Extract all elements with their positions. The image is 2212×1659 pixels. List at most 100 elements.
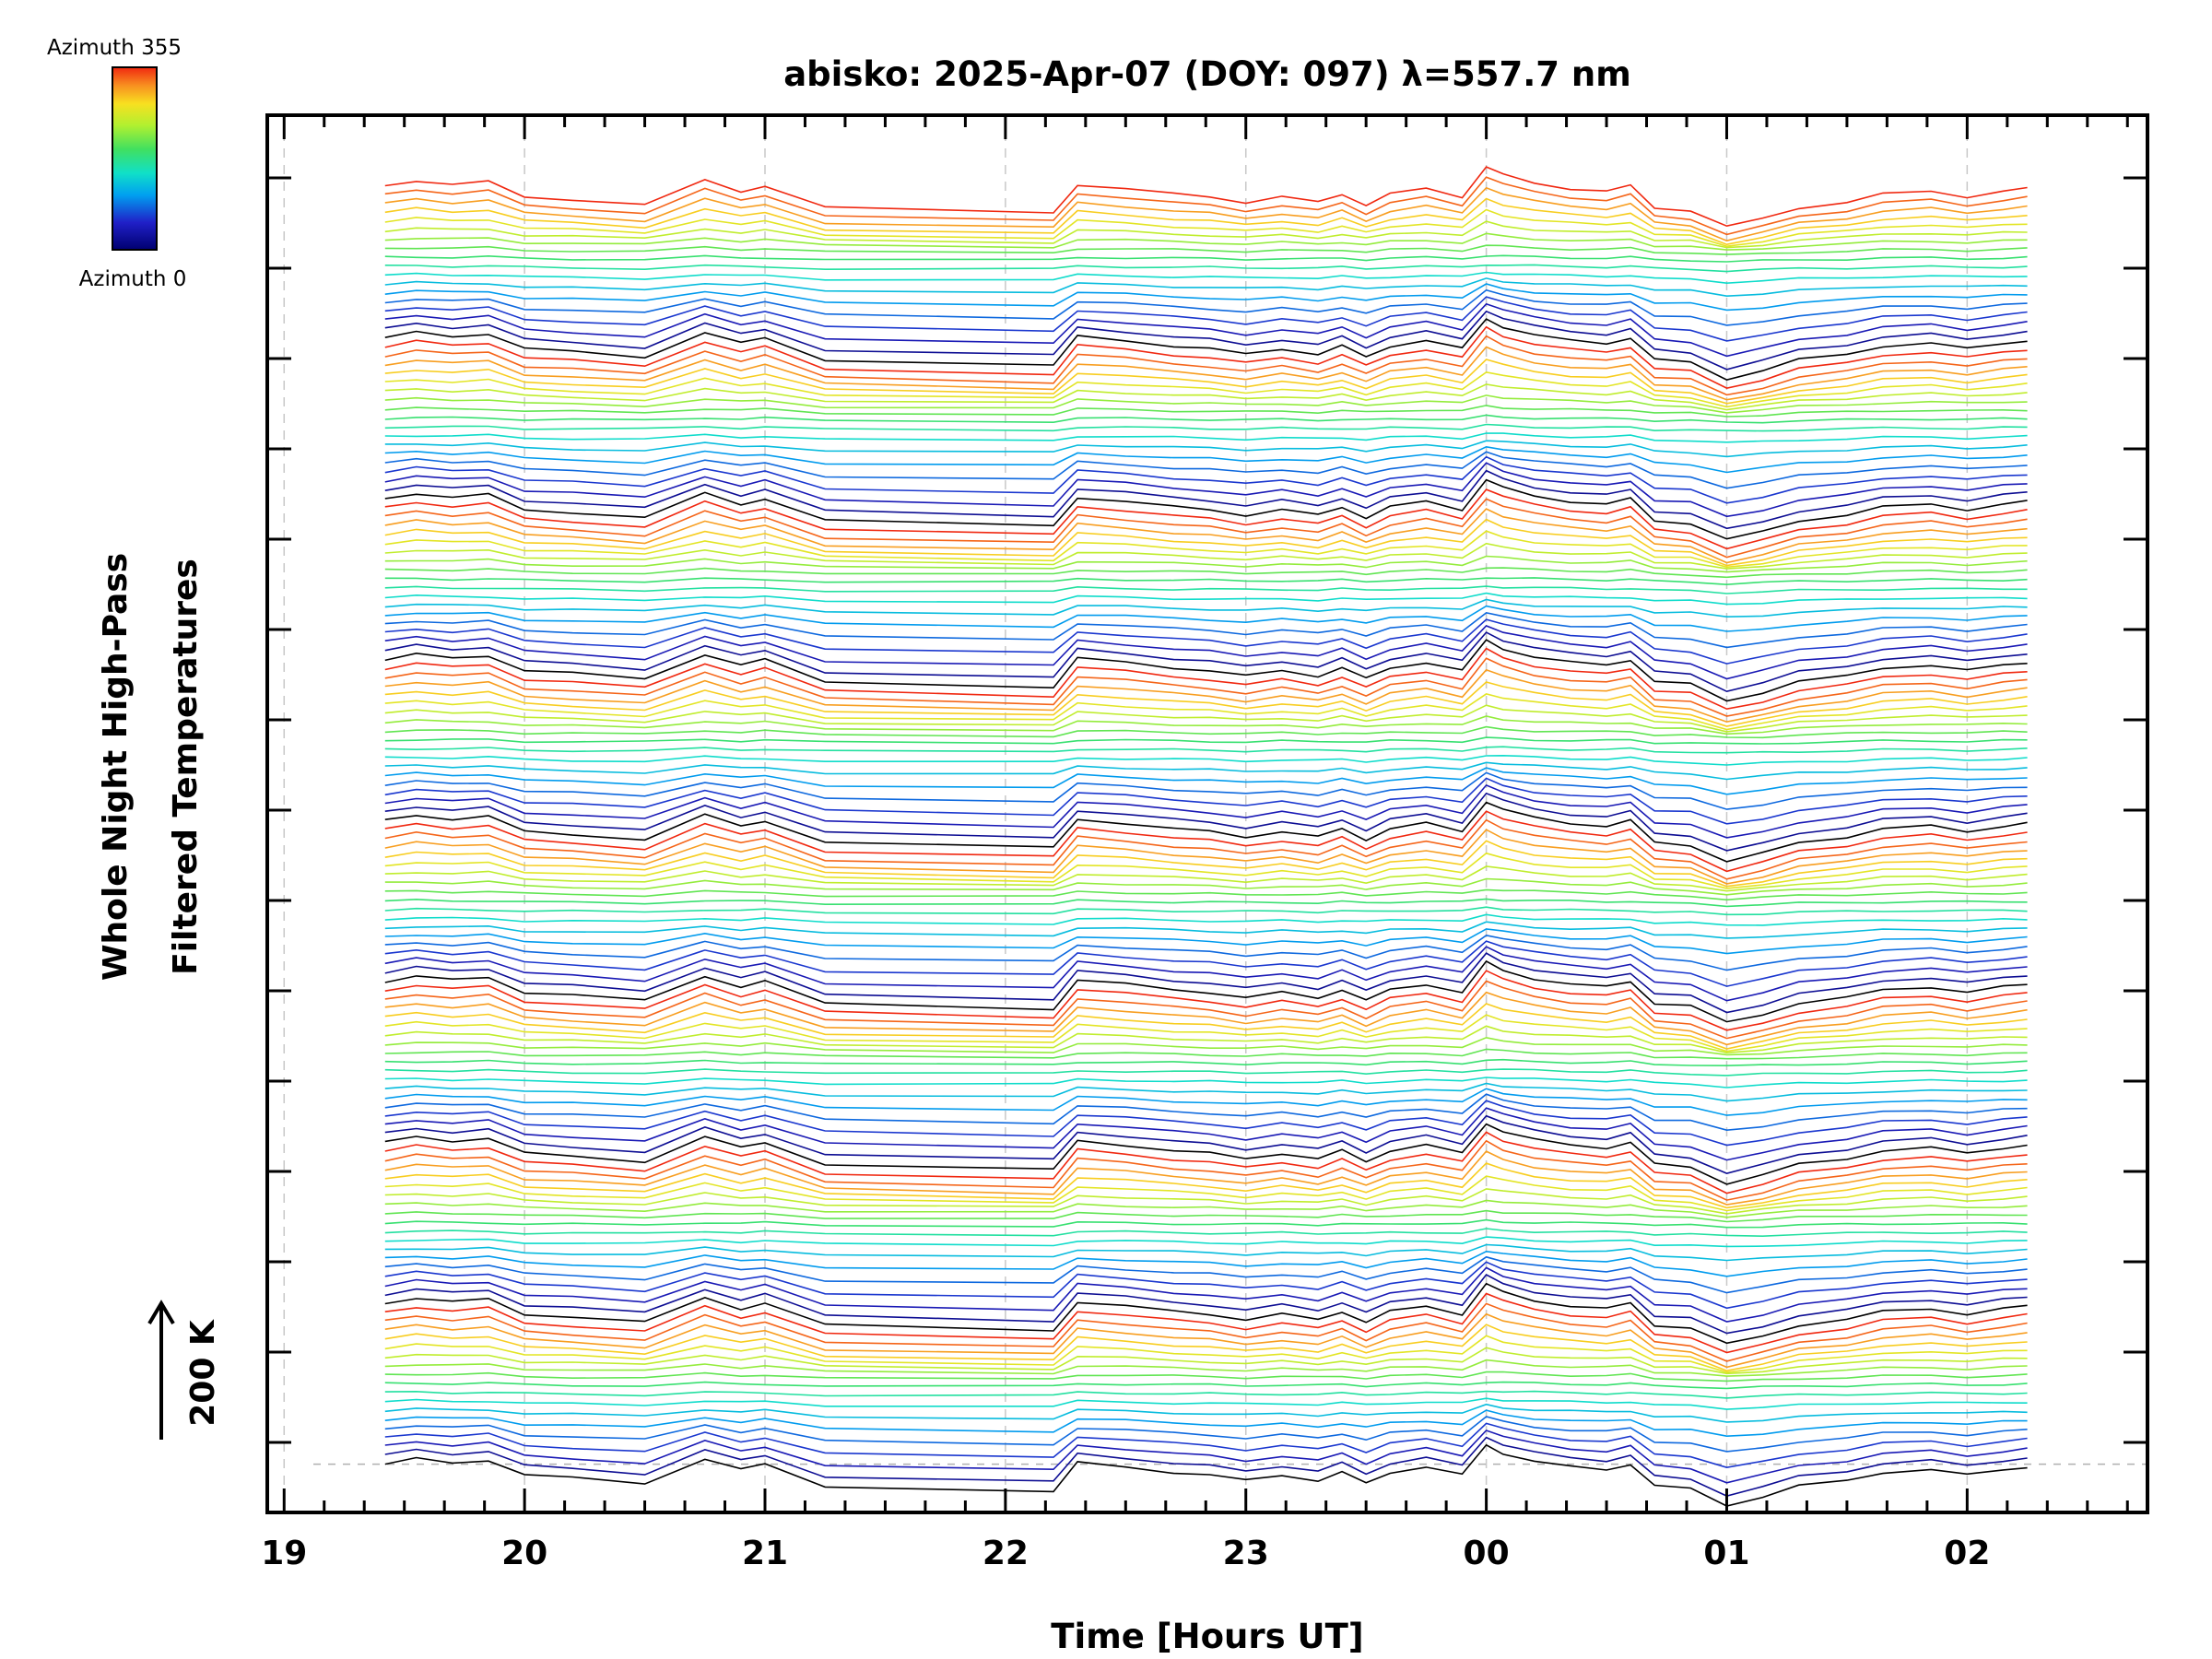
series-line bbox=[384, 1390, 2028, 1399]
series-line bbox=[384, 530, 2028, 569]
series-line bbox=[384, 906, 2028, 916]
x-tick-label: 22 bbox=[982, 1535, 1029, 1572]
series-line bbox=[384, 1236, 2028, 1248]
series-line bbox=[384, 1188, 2028, 1215]
series-line bbox=[384, 1292, 2028, 1354]
series-line bbox=[384, 1347, 2028, 1375]
series-line bbox=[384, 898, 2028, 908]
series-line bbox=[384, 810, 2028, 873]
series-line bbox=[384, 1273, 2028, 1335]
series-line bbox=[384, 1409, 2028, 1438]
series-line bbox=[384, 1003, 2028, 1050]
series-line bbox=[384, 935, 2028, 971]
series-line bbox=[384, 1371, 2028, 1382]
series-line bbox=[384, 254, 2028, 263]
x-axis-title: Time [Hours UT] bbox=[1051, 1617, 1363, 1656]
series-line bbox=[384, 704, 2028, 733]
series-line bbox=[384, 394, 2028, 414]
scale-bar: 200 K bbox=[147, 1300, 222, 1440]
series-line bbox=[384, 761, 2028, 781]
series-line bbox=[384, 681, 2028, 727]
series-line bbox=[384, 1430, 2028, 1484]
series-line bbox=[384, 1162, 2028, 1209]
series-line bbox=[384, 1107, 2028, 1161]
series-line bbox=[384, 1150, 2028, 1206]
series-line bbox=[384, 567, 2028, 579]
colorbar-top-label: Azimuth 355 bbox=[47, 36, 182, 60]
series-line bbox=[384, 1443, 2028, 1507]
series-line bbox=[384, 952, 2028, 1014]
scale-bar-arrowhead bbox=[147, 1300, 175, 1325]
series-line bbox=[384, 508, 2028, 564]
series-line bbox=[384, 335, 2028, 396]
series-line bbox=[384, 1228, 2028, 1238]
series-line bbox=[384, 542, 2028, 570]
series-line bbox=[384, 1175, 2028, 1212]
y-axis-label-line-1: Whole Night High-Pass bbox=[97, 553, 135, 981]
series-line bbox=[384, 1077, 2028, 1088]
series-line bbox=[384, 1036, 2028, 1056]
series-line bbox=[384, 423, 2028, 432]
series-line bbox=[384, 455, 2028, 504]
series-line bbox=[384, 176, 2028, 236]
series-line bbox=[384, 668, 2028, 724]
series-line bbox=[384, 818, 2028, 880]
series-line bbox=[384, 1302, 2028, 1362]
series-line bbox=[384, 1114, 2028, 1174]
series-line bbox=[384, 1422, 2028, 1469]
series-line bbox=[384, 888, 2028, 901]
series-line bbox=[384, 1139, 2028, 1201]
series-line bbox=[384, 310, 2028, 371]
series-line bbox=[384, 318, 2028, 381]
series-line bbox=[384, 592, 2028, 606]
series-line bbox=[384, 1209, 2028, 1223]
x-tick-label: 01 bbox=[1703, 1535, 1749, 1572]
x-tick-label: 21 bbox=[742, 1535, 788, 1572]
series-line bbox=[384, 1218, 2028, 1229]
series-line bbox=[384, 277, 2028, 298]
series-line bbox=[384, 1403, 2028, 1423]
x-tick-label: 19 bbox=[261, 1535, 307, 1572]
series-line bbox=[384, 921, 2028, 939]
series-line bbox=[384, 618, 2028, 665]
series-line bbox=[384, 605, 2028, 632]
y-axis-label: Whole Night High-Pass Filtered Temperatu… bbox=[97, 553, 205, 981]
series-line bbox=[384, 405, 2028, 418]
series-line bbox=[384, 283, 2028, 312]
series-line bbox=[384, 771, 2028, 810]
series-line bbox=[384, 296, 2028, 342]
series-line bbox=[384, 852, 2028, 889]
series-line bbox=[384, 359, 2028, 405]
series-line bbox=[384, 346, 2028, 401]
series-line bbox=[384, 928, 2028, 955]
series-line bbox=[384, 1123, 2028, 1185]
series-line bbox=[384, 1058, 2028, 1067]
series-line bbox=[384, 383, 2028, 411]
colorbar-gradient bbox=[112, 66, 158, 251]
series-line bbox=[384, 244, 2028, 255]
series-line bbox=[384, 1381, 2028, 1390]
series-line bbox=[384, 555, 2028, 573]
series-line bbox=[384, 612, 2028, 649]
series-line bbox=[384, 208, 2028, 248]
series-line bbox=[384, 865, 2028, 892]
series-line bbox=[384, 197, 2028, 246]
series-line bbox=[384, 1014, 2028, 1053]
x-tick-label: 02 bbox=[1944, 1535, 1990, 1572]
series-line bbox=[384, 1324, 2028, 1372]
series-line bbox=[384, 1266, 2028, 1323]
axes bbox=[265, 113, 2149, 1514]
series-line bbox=[384, 777, 2028, 825]
series-line bbox=[384, 232, 2028, 251]
scale-bar-label: 200 K bbox=[184, 1319, 222, 1427]
series-line bbox=[384, 469, 2028, 530]
series-line bbox=[384, 970, 2028, 1031]
series-line bbox=[384, 1100, 2028, 1147]
series-line bbox=[384, 220, 2028, 249]
series-line bbox=[384, 1131, 2028, 1194]
series-line bbox=[384, 693, 2028, 731]
series-line bbox=[384, 166, 2028, 228]
chart-title: abisko: 2025-Apr-07 (DOY: 097) λ=557.7 n… bbox=[783, 54, 1631, 94]
y-axis-label-line-2: Filtered Temperatures bbox=[167, 559, 205, 975]
